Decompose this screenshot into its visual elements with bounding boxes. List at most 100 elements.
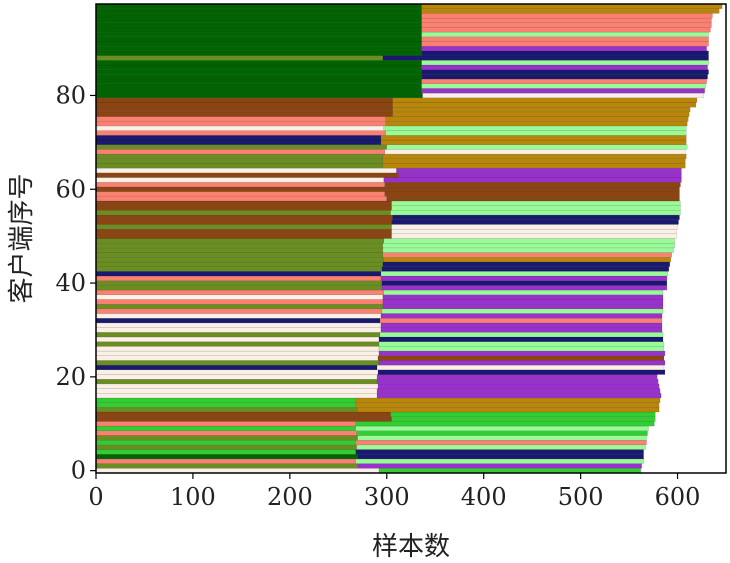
- bar-segment-client-11-1: [391, 416, 656, 422]
- plot-frame: [95, 3, 727, 474]
- bar-segment-client-4-0: [95, 449, 356, 455]
- bar-segment-client-11-0: [95, 416, 392, 422]
- bar-segment-client-45-1: [383, 257, 671, 263]
- x-tick-label: 200: [267, 483, 313, 511]
- bar-segment-client-66-0: [95, 158, 384, 164]
- bar-segment-client-34-0: [95, 308, 383, 314]
- bar-segment-client-23-1: [378, 360, 666, 366]
- bar-segment-client-65-0: [95, 163, 384, 169]
- bar-segment-client-20-0: [95, 374, 378, 380]
- bar-segment-client-26-0: [95, 346, 380, 352]
- bar-segment-client-98-0: [95, 8, 422, 14]
- bar-segment-client-69-0: [95, 144, 387, 150]
- bar-segment-client-14-1: [355, 402, 660, 408]
- bar-segment-client-93-1: [421, 31, 709, 38]
- bar-segment-client-30-1: [380, 327, 663, 333]
- bar-segment-client-35-0: [95, 303, 384, 310]
- bar-segment-client-10-0: [95, 421, 356, 427]
- bar-segment-client-90-1: [421, 46, 707, 52]
- bar-segment-client-81-1: [421, 88, 705, 94]
- bar-segment-client-57-1: [391, 200, 681, 206]
- bar-segment-client-40-0: [95, 280, 383, 286]
- bar-segment-client-84-0: [95, 74, 422, 80]
- bar-segment-client-67-0: [95, 153, 384, 159]
- bar-segment-client-86-1: [421, 64, 708, 70]
- y-tick-label: 40: [55, 269, 86, 297]
- bar-segment-client-65-1: [382, 163, 686, 169]
- bar-segment-client-77-1: [392, 106, 691, 113]
- bar-segment-client-46-0: [95, 252, 384, 258]
- bar-segment-client-16-1: [376, 393, 662, 399]
- bar-segment-client-67-1: [382, 153, 687, 159]
- bar-segment-client-73-0: [95, 125, 385, 131]
- bar-segment-client-63-0: [95, 172, 399, 178]
- bar-segment-client-42-0: [95, 271, 382, 277]
- bar-segment-client-69-1: [386, 144, 688, 150]
- bar-segment-client-46-1: [382, 252, 672, 258]
- bar-segment-client-10-1: [355, 421, 655, 427]
- bar-segment-client-50-0: [95, 233, 392, 239]
- bar-segment-client-52-1: [391, 224, 678, 230]
- bar-series: [95, 3, 723, 474]
- bar-segment-client-74-0: [95, 121, 386, 127]
- bar-segment-client-79-0: [95, 97, 393, 103]
- bar-segment-client-92-0: [95, 36, 422, 42]
- bar-segment-client-85-0: [95, 69, 422, 75]
- bar-segment-client-36-0: [95, 299, 384, 305]
- bar-segment-client-18-0: [95, 383, 379, 389]
- y-tick-label: 60: [55, 175, 86, 203]
- bar-segment-client-6-1: [355, 439, 647, 446]
- bar-segment-client-5-1: [356, 444, 646, 450]
- bar-segment-client-52-0: [95, 224, 392, 230]
- bar-segment-client-44-0: [95, 261, 384, 267]
- bar-segment-client-64-1: [396, 167, 682, 174]
- bar-segment-client-71-0: [95, 135, 382, 141]
- bar-segment-client-33-0: [95, 313, 382, 319]
- bar-segment-client-19-0: [95, 379, 378, 385]
- bar-segment-client-58-1: [386, 196, 680, 202]
- x-tick-label: 500: [558, 483, 604, 511]
- x-tick-label: 300: [364, 483, 410, 511]
- bar-segment-client-25-1: [378, 350, 666, 356]
- bar-segment-client-92-1: [421, 36, 709, 42]
- bar-segment-client-59-1: [384, 191, 680, 197]
- bar-segment-client-39-1: [381, 285, 668, 291]
- bar-segment-client-90-0: [95, 46, 422, 52]
- y-tick-label: 80: [55, 81, 86, 109]
- bar-segment-client-7-0: [95, 435, 358, 441]
- bar-segment-client-9-1: [355, 425, 649, 431]
- bar-segment-client-42-1: [380, 271, 669, 277]
- bar-segment-client-89-1: [421, 50, 709, 56]
- x-tick-label: 600: [655, 483, 701, 511]
- bar-segment-client-15-1: [355, 397, 661, 403]
- bar-segment-client-84-1: [421, 74, 708, 80]
- bar-segment-client-25-0: [95, 350, 380, 356]
- bar-segment-client-71-1: [380, 135, 687, 141]
- x-tick-label: 100: [170, 483, 216, 511]
- bar-segment-client-83-1: [421, 78, 707, 84]
- bar-segment-client-26-1: [378, 346, 665, 352]
- bar-segment-client-80-1: [422, 92, 704, 99]
- bar-segment-client-27-0: [95, 341, 380, 347]
- bar-segment-client-82-0: [95, 83, 422, 89]
- y-axis-ticks: 0 20 40 60 80: [55, 81, 96, 485]
- bar-segment-client-23-0: [95, 360, 380, 366]
- bar-segment-client-49-0: [95, 238, 385, 244]
- bar-segment-client-1-1: [357, 463, 642, 469]
- bar-segment-client-95-0: [95, 22, 422, 28]
- bar-segment-client-89-0: [95, 50, 422, 56]
- bar-segment-client-77-0: [95, 106, 393, 113]
- bar-segment-client-37-0: [95, 294, 384, 300]
- bar-segment-client-79-1: [392, 97, 698, 103]
- bar-segment-client-22-1: [376, 364, 665, 371]
- bar-segment-client-93-0: [95, 31, 422, 38]
- x-axis-ticks: 0 100 200 300 400 500 600: [88, 473, 700, 511]
- bar-segment-client-49-1: [383, 238, 675, 244]
- bar-segment-client-85-1: [421, 69, 709, 75]
- bar-segment-client-15-0: [95, 397, 356, 403]
- bar-segment-client-68-0: [95, 149, 386, 155]
- bar-segment-client-12-1: [390, 411, 656, 417]
- bar-segment-client-40-1: [381, 280, 668, 286]
- bar-segment-client-97-1: [421, 13, 713, 19]
